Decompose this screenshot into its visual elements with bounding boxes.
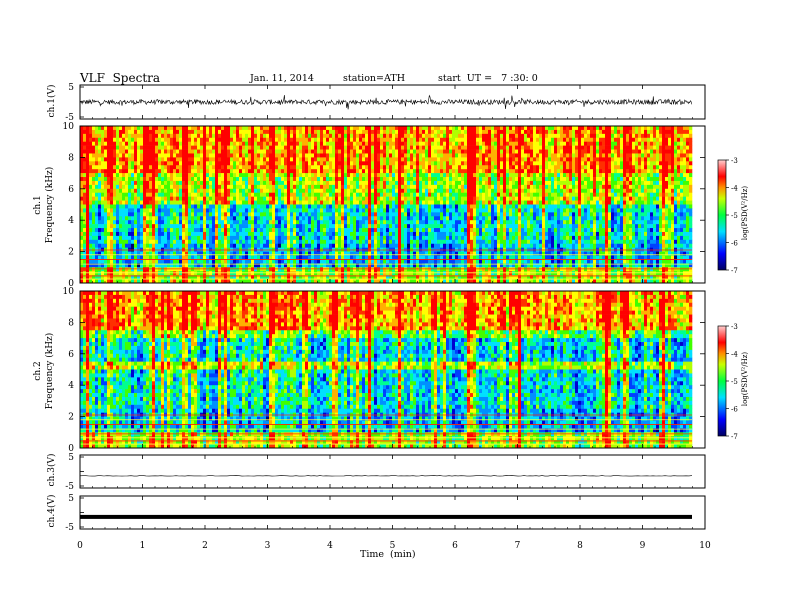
colorbar-tick-label: -6 xyxy=(731,406,738,414)
y-tick-label: 4 xyxy=(68,381,74,391)
time-axis-label: Time (min) xyxy=(360,549,416,560)
x-tick-label: 5 xyxy=(390,541,396,551)
y-tick-label: 10 xyxy=(63,122,75,132)
y-tick-label: -5 xyxy=(65,113,74,123)
y-tick-label: 2 xyxy=(68,413,74,423)
colorbar-tick-label: -3 xyxy=(731,323,738,331)
y-tick-label: 6 xyxy=(68,350,74,360)
y-tick-label: 6 xyxy=(68,185,74,195)
ch2-channel-label: ch.2 xyxy=(33,361,43,381)
ch2-colorbar: -3 -4 -5 -6 -7 xyxy=(717,323,738,441)
x-tick-label: 8 xyxy=(577,541,583,551)
x-tick-label: 9 xyxy=(640,541,646,551)
y-tick-label: 8 xyxy=(68,153,74,163)
date-label: Jan. 11, 2014 xyxy=(250,73,314,84)
colorbar-tick-label: -6 xyxy=(731,240,738,248)
colorbar-tick-label: -4 xyxy=(731,351,738,359)
y-tick-label: 5 xyxy=(68,83,74,93)
ch3-waveform-line xyxy=(79,475,693,477)
ch2-spectrogram-panel: 0 2 4 6 8 10 xyxy=(63,287,706,454)
ch4-ylabel: ch.4(V) xyxy=(47,494,57,528)
figure-title: VLF Spectra xyxy=(80,71,161,85)
ch2-colorbar-label: log(PSD(V²/Hz) xyxy=(741,351,749,407)
x-tick-label: 1 xyxy=(140,541,146,551)
y-tick-label: 10 xyxy=(63,287,75,297)
time-axis: 0 1 2 3 4 5 6 7 8 9 10 xyxy=(77,85,711,551)
colorbar-tick-label: -4 xyxy=(731,185,738,193)
y-tick-label: 0 xyxy=(68,444,74,454)
start-time-label: start UT = 7 :30: 0 xyxy=(438,73,538,84)
ch1-colorbar: -3 -4 -5 -6 -7 xyxy=(717,157,738,275)
x-tick-label: 10 xyxy=(699,541,711,551)
y-tick-label: -5 xyxy=(65,523,74,533)
colorbar-tick-label: -5 xyxy=(731,212,738,220)
y-tick-label: -5 xyxy=(65,482,74,492)
ch1-frequency-label: Frequency (kHz) xyxy=(45,166,55,244)
ch1-ylabel: ch.1(V) xyxy=(47,84,57,118)
ch1-colorbar-label: log(PSD(V²/Hz) xyxy=(741,185,749,241)
x-tick-label: 0 xyxy=(77,541,83,551)
ch4-waveform-band xyxy=(80,514,692,519)
station-label: station=ATH xyxy=(343,73,405,84)
y-tick-label: 5 xyxy=(68,453,74,463)
ch3-waveform-panel: 5 -5 xyxy=(65,453,706,492)
ch3-ylabel: ch.3(V) xyxy=(47,453,57,487)
x-tick-label: 4 xyxy=(327,541,333,551)
colorbar-tick-label: -5 xyxy=(731,378,738,386)
x-tick-label: 3 xyxy=(265,541,271,551)
ch1-channel-label: ch.1 xyxy=(33,195,43,215)
ch1-waveform-line xyxy=(79,94,693,110)
y-tick-label: 8 xyxy=(68,318,74,328)
y-tick-label: 0 xyxy=(68,279,74,289)
x-tick-label: 6 xyxy=(452,541,458,551)
ch2-frequency-label: Frequency (kHz) xyxy=(45,332,55,410)
y-tick-label: 4 xyxy=(68,216,74,226)
y-tick-label: 5 xyxy=(68,494,74,504)
ch4-waveform-panel: 5 -5 xyxy=(65,494,706,533)
x-tick-label: 2 xyxy=(202,541,208,551)
colorbar-tick-label: -7 xyxy=(731,267,738,275)
x-tick-label: 7 xyxy=(515,541,521,551)
ch1-waveform-panel: 5 -5 xyxy=(65,83,706,123)
colorbar-tick-label: -7 xyxy=(731,433,738,441)
ch1-spectrogram-panel: 0 2 4 6 8 10 xyxy=(63,122,706,289)
y-tick-label: 2 xyxy=(68,248,74,258)
colorbar-tick-label: -3 xyxy=(731,157,738,165)
